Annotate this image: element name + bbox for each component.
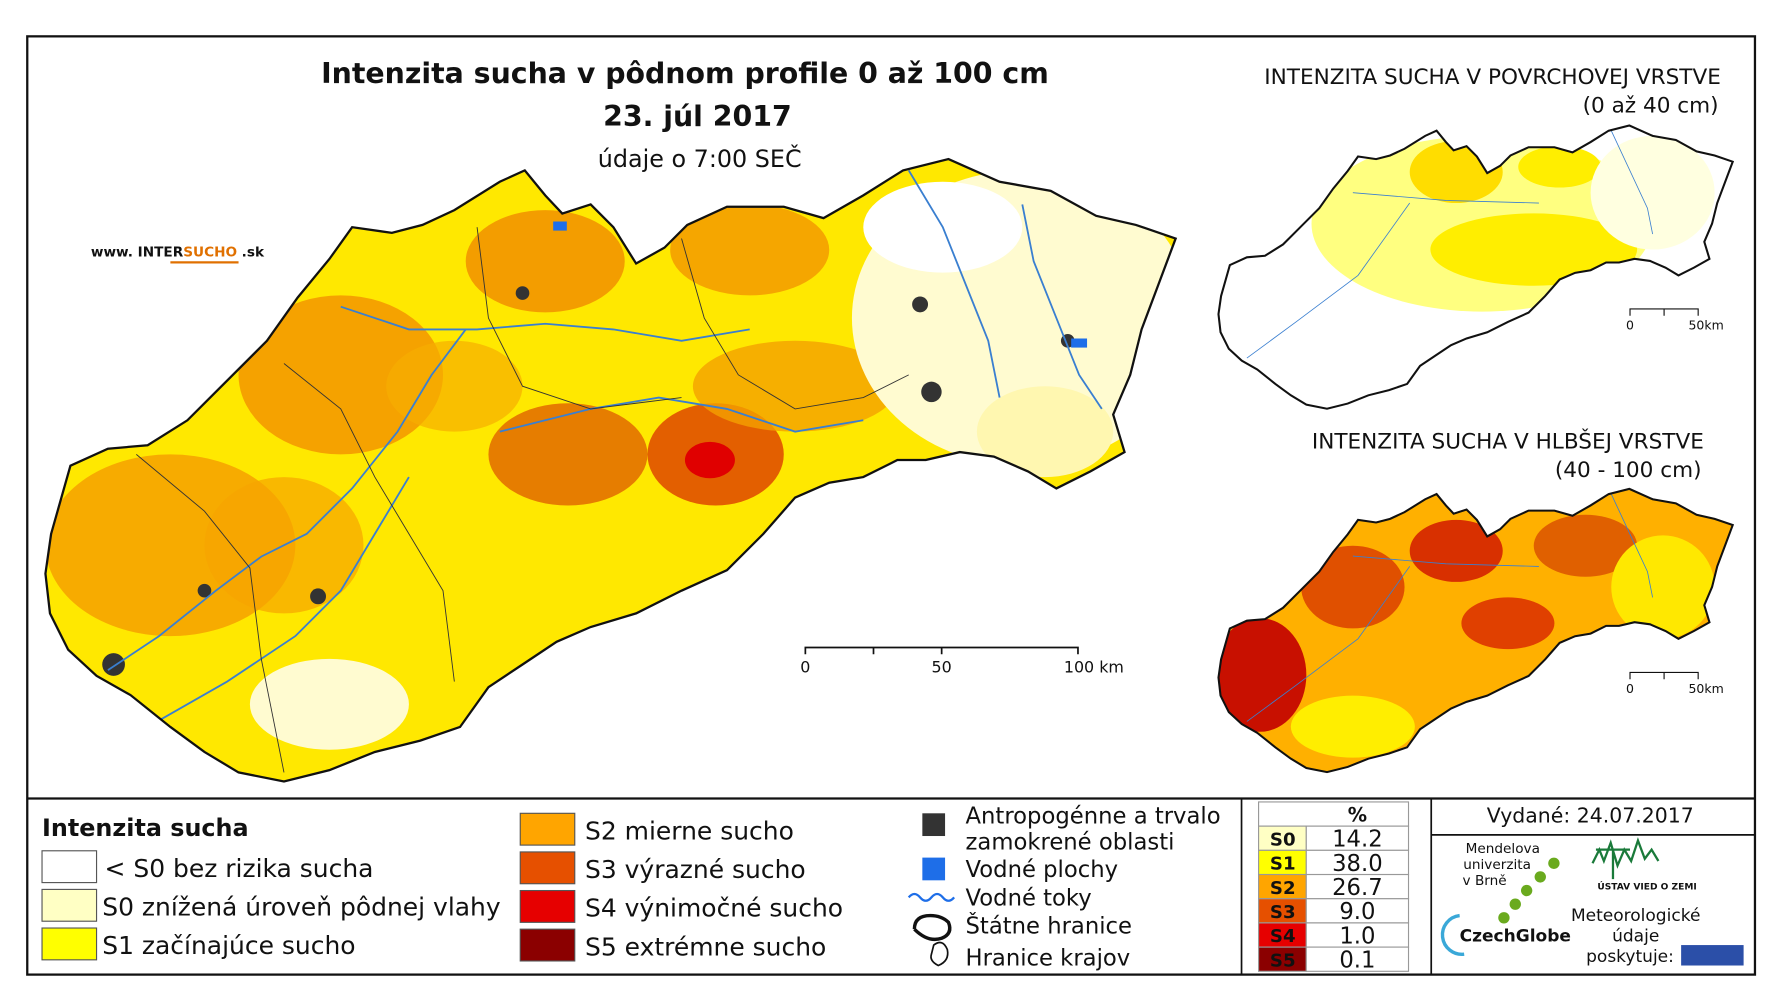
legend-swatch [41, 850, 98, 884]
inset-subtitle: (0 až 40 cm) [1583, 93, 1719, 118]
table-class: S1 [1270, 854, 1296, 875]
legend-label: S3 výrazné sucho [585, 855, 806, 884]
table-cell [1305, 922, 1410, 948]
inset-subtitle: (40 - 100 cm) [1555, 458, 1702, 483]
shmu-logo [1681, 945, 1744, 966]
scale-label: 50km [1688, 681, 1723, 696]
map-title: Intenzita sucha v pôdnom profile 0 až 10… [321, 57, 1049, 90]
czechglobe-mark [1440, 913, 1465, 956]
scale-label: 50 [932, 657, 952, 676]
table-value: 1.0 [1339, 923, 1375, 949]
legend-swatch [519, 812, 576, 846]
mendel-dots [1498, 857, 1560, 924]
inset-title: INTENZITA SUCHA V POVRCHOVEJ VRSTVE [1264, 65, 1721, 90]
legend-label: < S0 bez rizika sucha [105, 854, 374, 883]
legend-label: S2 mierne sucho [585, 816, 794, 845]
website: www. INTERSUCHO .sk [91, 245, 265, 261]
table-cell [1305, 849, 1410, 876]
table-class: S5 [1270, 950, 1296, 971]
legend-label: S4 výnimočné sucho [585, 894, 843, 923]
legend-label: S1 začínajúce sucho [102, 931, 355, 960]
inset-title: INTENZITA SUCHA V HLBŠEJ VRSTVE [1312, 429, 1704, 455]
credit-czechglobe: CzechGlobe [1460, 927, 1571, 947]
legend-swatch [41, 888, 98, 922]
table-class-cell [1258, 849, 1307, 876]
table-class: S2 [1270, 878, 1296, 899]
legend-label: S0 znížená úroveň pôdnej vlahy [102, 893, 501, 922]
symbol-urban [922, 813, 946, 837]
table-class: S0 [1270, 829, 1296, 850]
legend-swatch [519, 851, 576, 885]
table-value: 38.0 [1332, 851, 1383, 877]
table-cell [1258, 801, 1410, 827]
credit-mendel: Mendelova [1466, 841, 1540, 857]
legend-swatch [41, 927, 98, 961]
ustav-mark [1591, 837, 1660, 880]
credit-mendel: v Brně [1463, 873, 1507, 889]
table-class: S3 [1270, 902, 1296, 923]
scale-label: 0 [800, 657, 810, 676]
table-header: % [1348, 803, 1367, 826]
scale-label: 100 km [1064, 657, 1124, 676]
scale-bar [1629, 308, 1699, 316]
website-suffix: .sk [242, 245, 265, 261]
map-date: 23. júl 2017 [603, 100, 792, 133]
credit-meteo: Meteorologické [1571, 906, 1700, 926]
legend-classes: < S0 bez rizika sucha S0 znížená úroveň p… [41, 812, 843, 962]
legend-swatch [519, 928, 576, 962]
credit-meteo: údaje [1612, 927, 1659, 947]
share-table: % S0 14.2 S1 38.0 S2 26.7 S3 9.0 S4 1.0 S5 0.1 [1258, 801, 1410, 974]
website-highlight: SUCHO [183, 245, 237, 261]
symbol-state-border [912, 913, 952, 942]
table-cell [1305, 898, 1410, 924]
symbol-label: Hranice krajov [966, 946, 1131, 972]
legend-swatch [519, 889, 576, 923]
credit-mendel: univerzita [1463, 857, 1531, 873]
symbol-label: Antropogénne a trvalo [966, 804, 1221, 830]
scale-label: 0 [1626, 317, 1634, 332]
table-value: 9.0 [1339, 899, 1375, 925]
scale-bar [804, 646, 1079, 655]
time-note: údaje o 7:00 SEČ [598, 145, 802, 173]
symbol-label: Vodné toky [966, 885, 1092, 911]
symbol-label: Štátne hranice [966, 912, 1132, 940]
scale-bar [1629, 671, 1699, 680]
credit-meteo: poskytuje: [1586, 947, 1674, 967]
symbol-river [907, 892, 956, 902]
table-value: 14.2 [1332, 827, 1383, 853]
scale-label: 0 [1626, 681, 1634, 696]
symbol-label: Vodné plochy [966, 857, 1119, 883]
legend-label: S5 extrémne sucho [585, 932, 826, 961]
table-class: S4 [1270, 926, 1296, 947]
table-value: 0.1 [1339, 948, 1375, 974]
symbol-water [922, 857, 946, 881]
scale-label: 50km [1688, 317, 1723, 332]
website-prefix: www. INTER [91, 245, 184, 261]
symbol-label: zamokrené oblasti [966, 830, 1175, 856]
table-class-cell [1258, 946, 1307, 972]
table-cell [1305, 946, 1410, 972]
table-cell [1305, 873, 1410, 900]
legend-title: Intenzita sucha [42, 814, 249, 842]
issued-date: Vydané: 24.07.2017 [1487, 803, 1694, 827]
table-value: 26.7 [1332, 875, 1383, 901]
symbol-region-border [930, 941, 949, 967]
credit-ustav: ÚSTAV VIED O ZEMI [1597, 880, 1696, 892]
